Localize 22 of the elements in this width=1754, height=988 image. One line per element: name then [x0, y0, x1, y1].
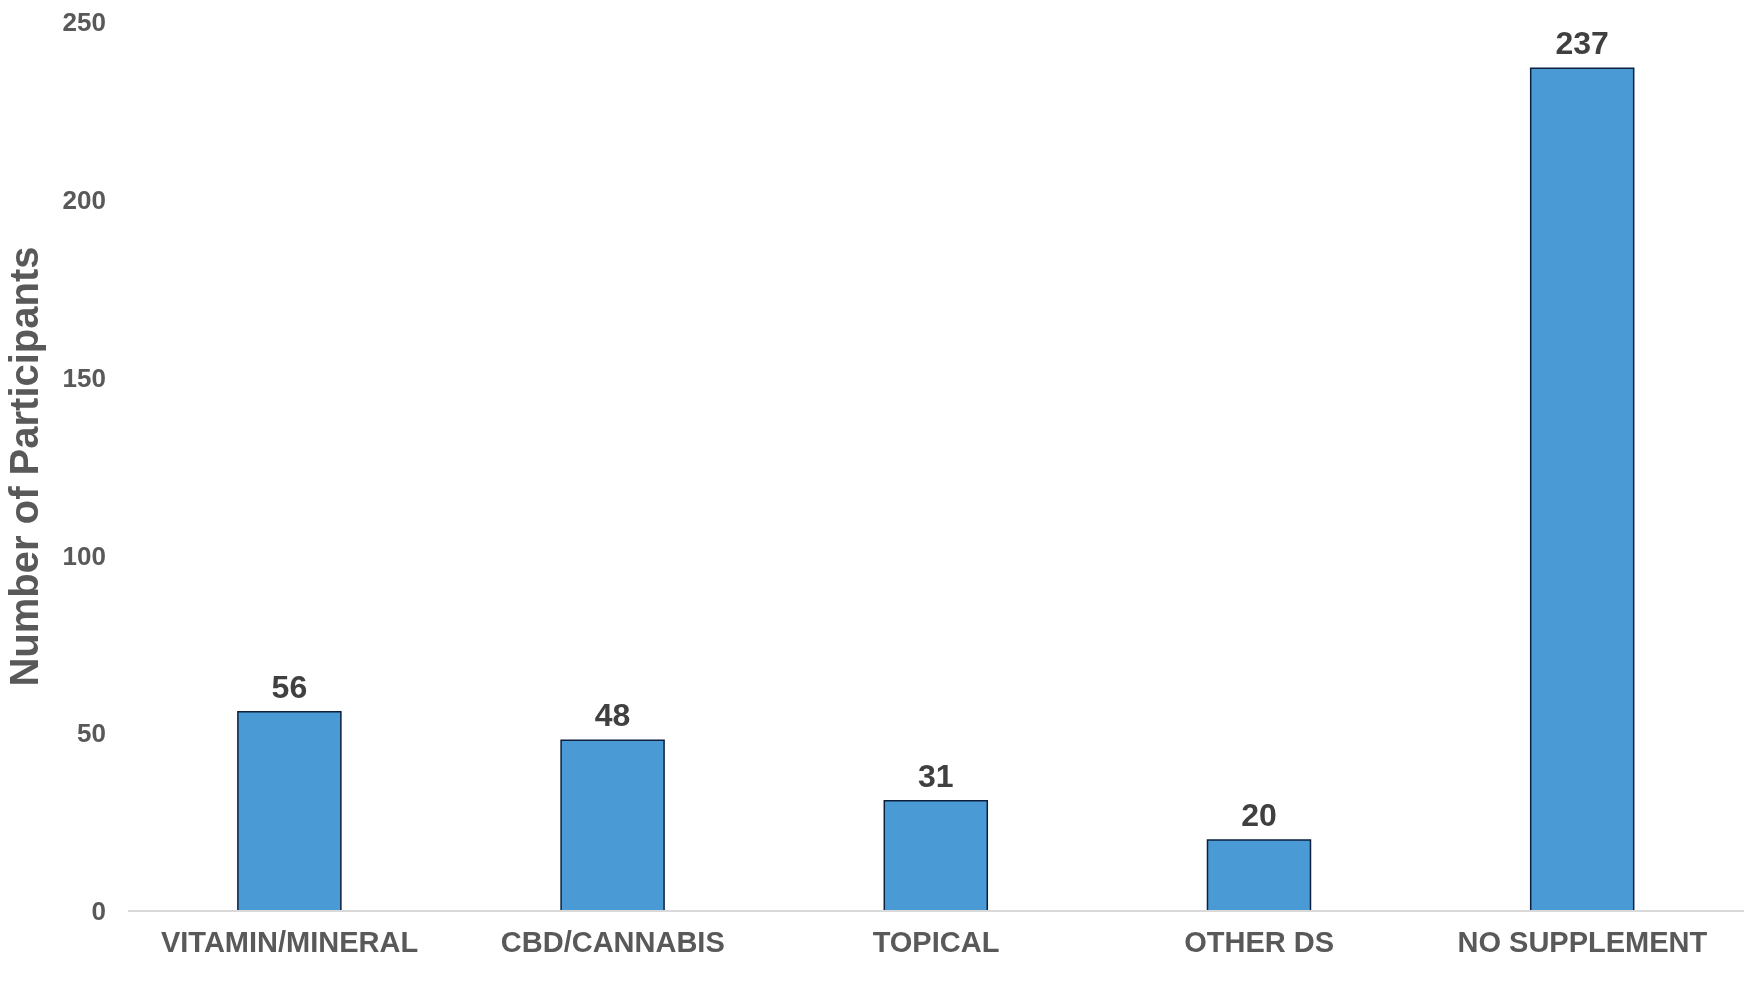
data-label: 48 — [594, 697, 631, 734]
data-label: 31 — [917, 757, 954, 794]
y-tick-label: 250 — [62, 7, 106, 38]
y-tick-label: 150 — [62, 362, 106, 393]
bar — [1206, 839, 1312, 911]
x-tick-label: VITAMIN/MINERAL — [160, 925, 419, 958]
x-tick-label: TOPICAL — [872, 925, 1000, 958]
x-tick-label: OTHER DS — [1184, 925, 1335, 958]
data-label: 20 — [1241, 796, 1277, 833]
bar — [560, 739, 665, 911]
bar — [1529, 67, 1635, 911]
bar — [883, 800, 989, 911]
y-axis-title: Number of Participants — [2, 246, 47, 687]
y-tick-label: 100 — [62, 540, 106, 571]
y-tick-label: 200 — [62, 185, 106, 216]
x-tick-label: CBD/CANNABIS — [500, 925, 725, 958]
y-tick-label: 0 — [91, 896, 106, 927]
data-label: 56 — [271, 668, 308, 705]
data-label: 237 — [1555, 25, 1609, 62]
bar — [237, 711, 342, 911]
x-tick-label: NO SUPPLEMENT — [1457, 925, 1708, 958]
y-tick-label: 50 — [77, 718, 106, 749]
